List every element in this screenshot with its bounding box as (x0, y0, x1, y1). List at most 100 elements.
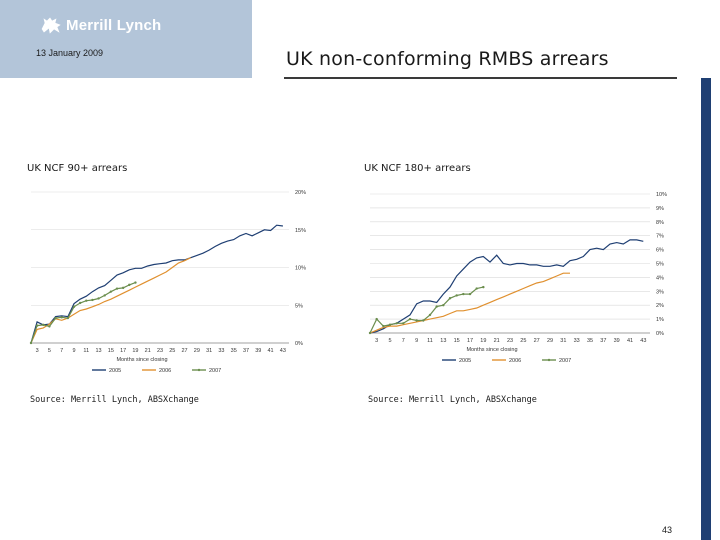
x-tick-label: 9 (72, 348, 75, 354)
data-point-2007 (109, 290, 113, 293)
x-tick-label: 13 (440, 338, 446, 344)
data-point-2007 (54, 316, 57, 320)
y-tick-label: 15% (295, 228, 306, 234)
brand-name: Merrill Lynch (66, 16, 162, 34)
x-tick-label: 19 (480, 338, 486, 344)
x-tick-label: 31 (206, 348, 212, 354)
x-tick-label: 7 (402, 338, 405, 344)
y-tick-label: 2% (656, 303, 664, 309)
data-point-2007 (442, 304, 445, 307)
data-point-2007 (91, 298, 94, 302)
report-date: 13 January 2009 (36, 48, 104, 58)
y-tick-label: 8% (656, 220, 664, 226)
x-tick-label: 33 (218, 348, 224, 354)
x-tick-label: 27 (534, 338, 540, 344)
bull-icon (41, 17, 61, 34)
data-point-2007 (382, 324, 385, 328)
chart-180plus-arrears: 0%1%2%3%4%5%6%7%8%9%10%3 5 7 9 11 13 15 17 19 21 2… (368, 192, 667, 364)
legend-marker-2007 (197, 368, 201, 372)
x-tick-label: 21 (494, 338, 500, 344)
data-point-2007 (475, 287, 478, 290)
data-point-2007 (428, 313, 432, 317)
data-point-2007 (468, 292, 472, 296)
x-tick-label: 43 (640, 338, 646, 344)
legend-label-2007: 2007 (559, 358, 571, 364)
page-number: 43 (662, 525, 673, 535)
x-tick-label: 23 (507, 338, 513, 344)
x-tick-label: 17 (120, 348, 126, 354)
data-point-2007 (462, 292, 465, 296)
data-point-2007 (66, 316, 70, 320)
x-tick-label: 37 (600, 338, 606, 344)
data-point-2007 (402, 322, 405, 325)
x-tick-label: 5 (388, 338, 391, 344)
source-90plus: Source: Merrill Lynch, ABSXchange (30, 395, 199, 405)
data-point-2007 (422, 319, 425, 322)
x-tick-label: 31 (560, 338, 566, 344)
y-tick-label: 5% (656, 262, 664, 268)
legend-label-2005: 2005 (459, 358, 471, 364)
data-point-2007 (78, 301, 82, 305)
series-line-2006 (30, 257, 191, 344)
data-point-2007 (115, 287, 119, 290)
x-tick-label: 11 (83, 348, 89, 354)
series-line-2005 (369, 239, 644, 334)
data-point-2007 (134, 281, 137, 284)
y-tick-label: 1% (656, 317, 664, 323)
data-point-2007 (121, 286, 125, 290)
x-tick-label: 5 (48, 348, 51, 354)
x-tick-label: 39 (614, 338, 620, 344)
x-tick-label: 37 (243, 348, 249, 354)
brand-side-bar (701, 78, 711, 540)
data-point-2007 (395, 322, 398, 325)
x-tick-label: 25 (520, 338, 526, 344)
data-point-2007 (97, 297, 100, 300)
series-line-2006 (369, 272, 570, 334)
data-point-2007 (72, 305, 76, 308)
data-point-2007 (48, 325, 51, 328)
x-tick-label: 41 (268, 348, 274, 354)
chart-title-180plus: UK NCF 180+ arrears (364, 163, 471, 174)
y-tick-label: 7% (656, 234, 664, 240)
x-tick-label: 29 (547, 338, 553, 344)
chart-90plus-arrears: 0%5%10%15%20%3 5 7 9 11 13 15 17 19 21 23 25 27 29 31 3… (29, 190, 306, 374)
series-line-2007 (30, 282, 136, 344)
x-tick-label: 43 (280, 348, 286, 354)
y-tick-label: 0% (295, 341, 303, 347)
x-tick-label: 3 (36, 348, 39, 354)
x-tick-label: 27 (182, 348, 188, 354)
y-tick-label: 3% (656, 289, 664, 295)
x-tick-label: 35 (587, 338, 593, 344)
y-tick-label: 0% (656, 331, 664, 337)
source-180plus: Source: Merrill Lynch, ABSXchange (368, 395, 537, 405)
data-point-2007 (103, 294, 106, 297)
data-point-2007 (448, 297, 452, 300)
x-tick-label: 7 (60, 348, 63, 354)
legend-label-2007: 2007 (209, 368, 221, 374)
data-point-2007 (388, 323, 392, 326)
x-tick-label: 3 (375, 338, 378, 344)
x-tick-label: 33 (574, 338, 580, 344)
x-tick-label: 11 (427, 338, 433, 344)
x-tick-label: 19 (132, 348, 138, 354)
y-tick-label: 9% (656, 206, 664, 212)
data-point-2007 (35, 324, 39, 327)
legend-label-2006: 2006 (159, 368, 171, 374)
legend-label-2006: 2006 (509, 358, 521, 364)
x-tick-label: 21 (145, 348, 151, 354)
legend-label-2005: 2005 (109, 368, 121, 374)
series-line-2005 (30, 224, 283, 344)
y-tick-label: 10% (656, 192, 667, 198)
x-tick-label: 41 (627, 338, 633, 344)
x-tick-label: 15 (108, 348, 114, 354)
data-point-2007 (85, 299, 88, 302)
y-tick-label: 20% (295, 190, 306, 196)
legend-marker-2007 (547, 358, 551, 362)
x-tick-label: 29 (194, 348, 200, 354)
data-point-2007 (368, 331, 372, 335)
y-tick-label: 6% (656, 248, 664, 254)
y-tick-label: 5% (295, 303, 303, 309)
data-point-2007 (42, 323, 45, 327)
x-tick-label: 9 (415, 338, 418, 344)
data-point-2007 (435, 305, 438, 308)
